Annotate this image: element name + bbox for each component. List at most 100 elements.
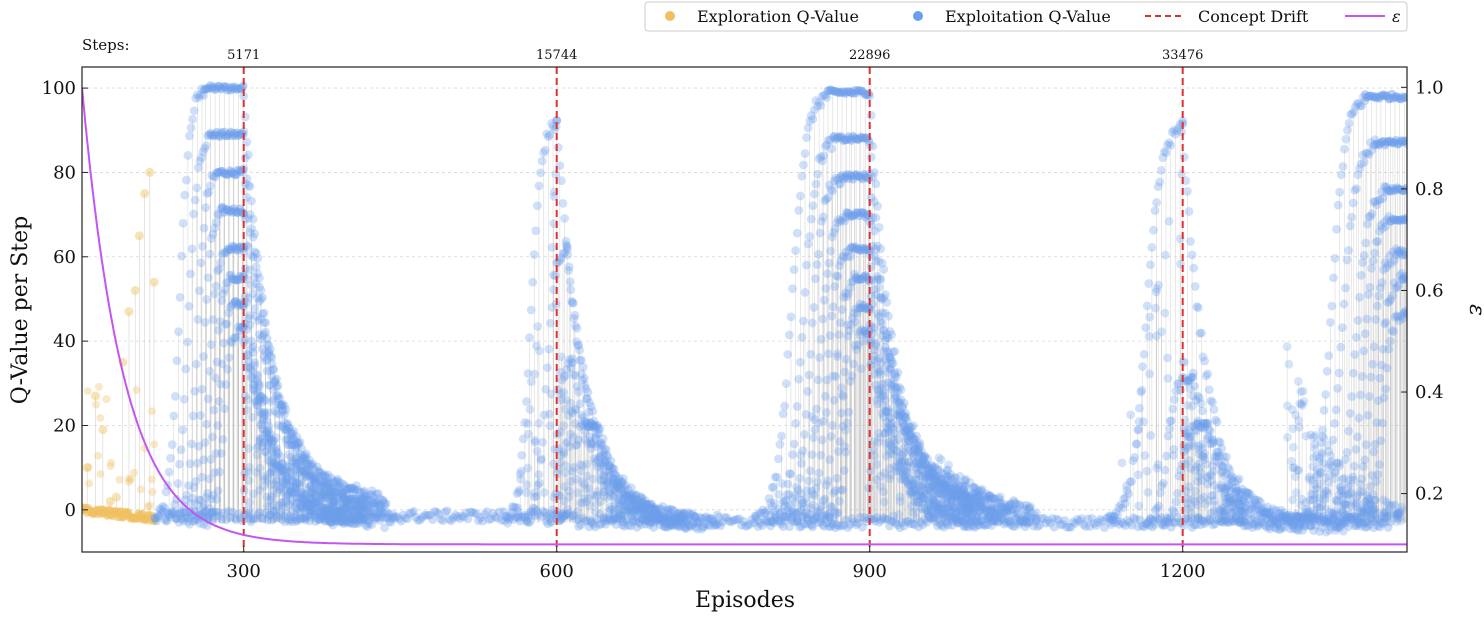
exploitation-point (209, 405, 219, 415)
exploitation-point (807, 450, 817, 460)
exploitation-point (348, 494, 358, 504)
exploitation-point (275, 393, 285, 403)
exploitation-point (330, 508, 339, 518)
exploitation-point (223, 244, 233, 254)
exploitation-point (210, 507, 220, 517)
exploitation-point (566, 285, 576, 295)
exploitation-point (183, 151, 193, 160)
exploitation-point (1161, 148, 1171, 158)
exploitation-point (221, 82, 231, 92)
exploitation-point (575, 345, 585, 355)
exploitation-point (171, 514, 181, 523)
exploitation-point (273, 461, 283, 471)
exploitation-point (342, 502, 352, 511)
exploitation-point (534, 181, 544, 191)
exploitation-point (323, 470, 333, 480)
exploitation-point (1197, 328, 1206, 338)
exploitation-point (240, 179, 250, 189)
exploitation-point (330, 488, 339, 498)
exploitation-point (345, 495, 355, 504)
exploitation-point (200, 318, 210, 327)
exploitation-point (1367, 209, 1377, 219)
exploitation-point (330, 487, 339, 497)
exploitation-point (1335, 187, 1345, 197)
exploitation-point (1384, 344, 1394, 354)
exploitation-point (306, 494, 316, 504)
exploitation-point (286, 428, 296, 438)
exploitation-point (180, 190, 190, 200)
exploitation-point (259, 414, 269, 424)
exploitation-point (355, 497, 364, 507)
exploitation-point (172, 495, 181, 504)
exploitation-point (1378, 418, 1387, 428)
exploitation-point (337, 488, 347, 498)
exploitation-point (344, 484, 353, 493)
exploitation-point (828, 302, 838, 312)
exploitation-point (286, 452, 296, 462)
exploitation-point (366, 506, 375, 516)
exploitation-point (367, 496, 377, 506)
exploitation-point (270, 406, 280, 416)
exploitation-point (294, 479, 303, 489)
exploitation-point (185, 459, 195, 469)
exploitation-point (816, 450, 826, 460)
exploitation-point (818, 314, 828, 324)
exploitation-point (217, 296, 227, 306)
exploitation-point (356, 515, 366, 525)
exploitation-point (789, 265, 799, 275)
exploitation-point (312, 497, 322, 507)
exploitation-point (1348, 198, 1358, 208)
exploitation-point (280, 478, 289, 488)
exploitation-point (571, 474, 581, 484)
exploitation-point (258, 344, 267, 354)
exploitation-point (256, 334, 266, 344)
exploitation-point (235, 204, 245, 214)
exploitation-point (559, 421, 569, 431)
exploitation-point (544, 344, 554, 354)
exploitation-point (224, 129, 234, 139)
exploitation-point (210, 130, 220, 140)
exploitation-point (1341, 134, 1351, 144)
exploitation-point (281, 479, 291, 489)
exploitation-point (330, 513, 339, 523)
exploitation-point (245, 462, 254, 472)
exploitation-point (797, 171, 807, 181)
exploitation-point (234, 84, 243, 94)
exploitation-point (1389, 327, 1398, 336)
exploitation-point (309, 476, 319, 486)
exploitation-point (1356, 270, 1366, 280)
exploitation-point (298, 494, 308, 504)
exploitation-point (372, 489, 382, 499)
exploitation-point (1141, 323, 1151, 333)
exploitation-point (251, 374, 261, 384)
exploitation-point (780, 401, 790, 411)
exploitation-point (342, 485, 352, 495)
exploitation-point (275, 400, 285, 410)
exploitation-point (205, 129, 215, 138)
exploitation-point (239, 247, 249, 256)
exploration-point (92, 400, 101, 409)
exploitation-point (216, 167, 226, 176)
exploitation-point (216, 204, 226, 214)
exploitation-point (325, 484, 335, 494)
exploitation-point (833, 508, 843, 517)
exploitation-point (286, 487, 296, 497)
exploitation-point (305, 510, 314, 520)
exploitation-point (285, 517, 295, 527)
exploitation-point (336, 478, 346, 488)
exploitation-point (180, 513, 190, 522)
exploitation-point (248, 412, 257, 422)
exploitation-point (336, 516, 346, 526)
exploitation-point (315, 509, 325, 518)
exploitation-point (267, 372, 277, 382)
exploitation-point (298, 452, 308, 461)
exploitation-point (1184, 207, 1194, 216)
exploitation-point (281, 475, 291, 485)
exploitation-point (319, 505, 328, 515)
exploitation-point (239, 270, 249, 280)
exploitation-point (227, 131, 237, 141)
exploitation-point (276, 471, 286, 480)
exploitation-point (297, 494, 307, 504)
exploitation-point (254, 407, 264, 417)
exploitation-point (270, 450, 280, 460)
